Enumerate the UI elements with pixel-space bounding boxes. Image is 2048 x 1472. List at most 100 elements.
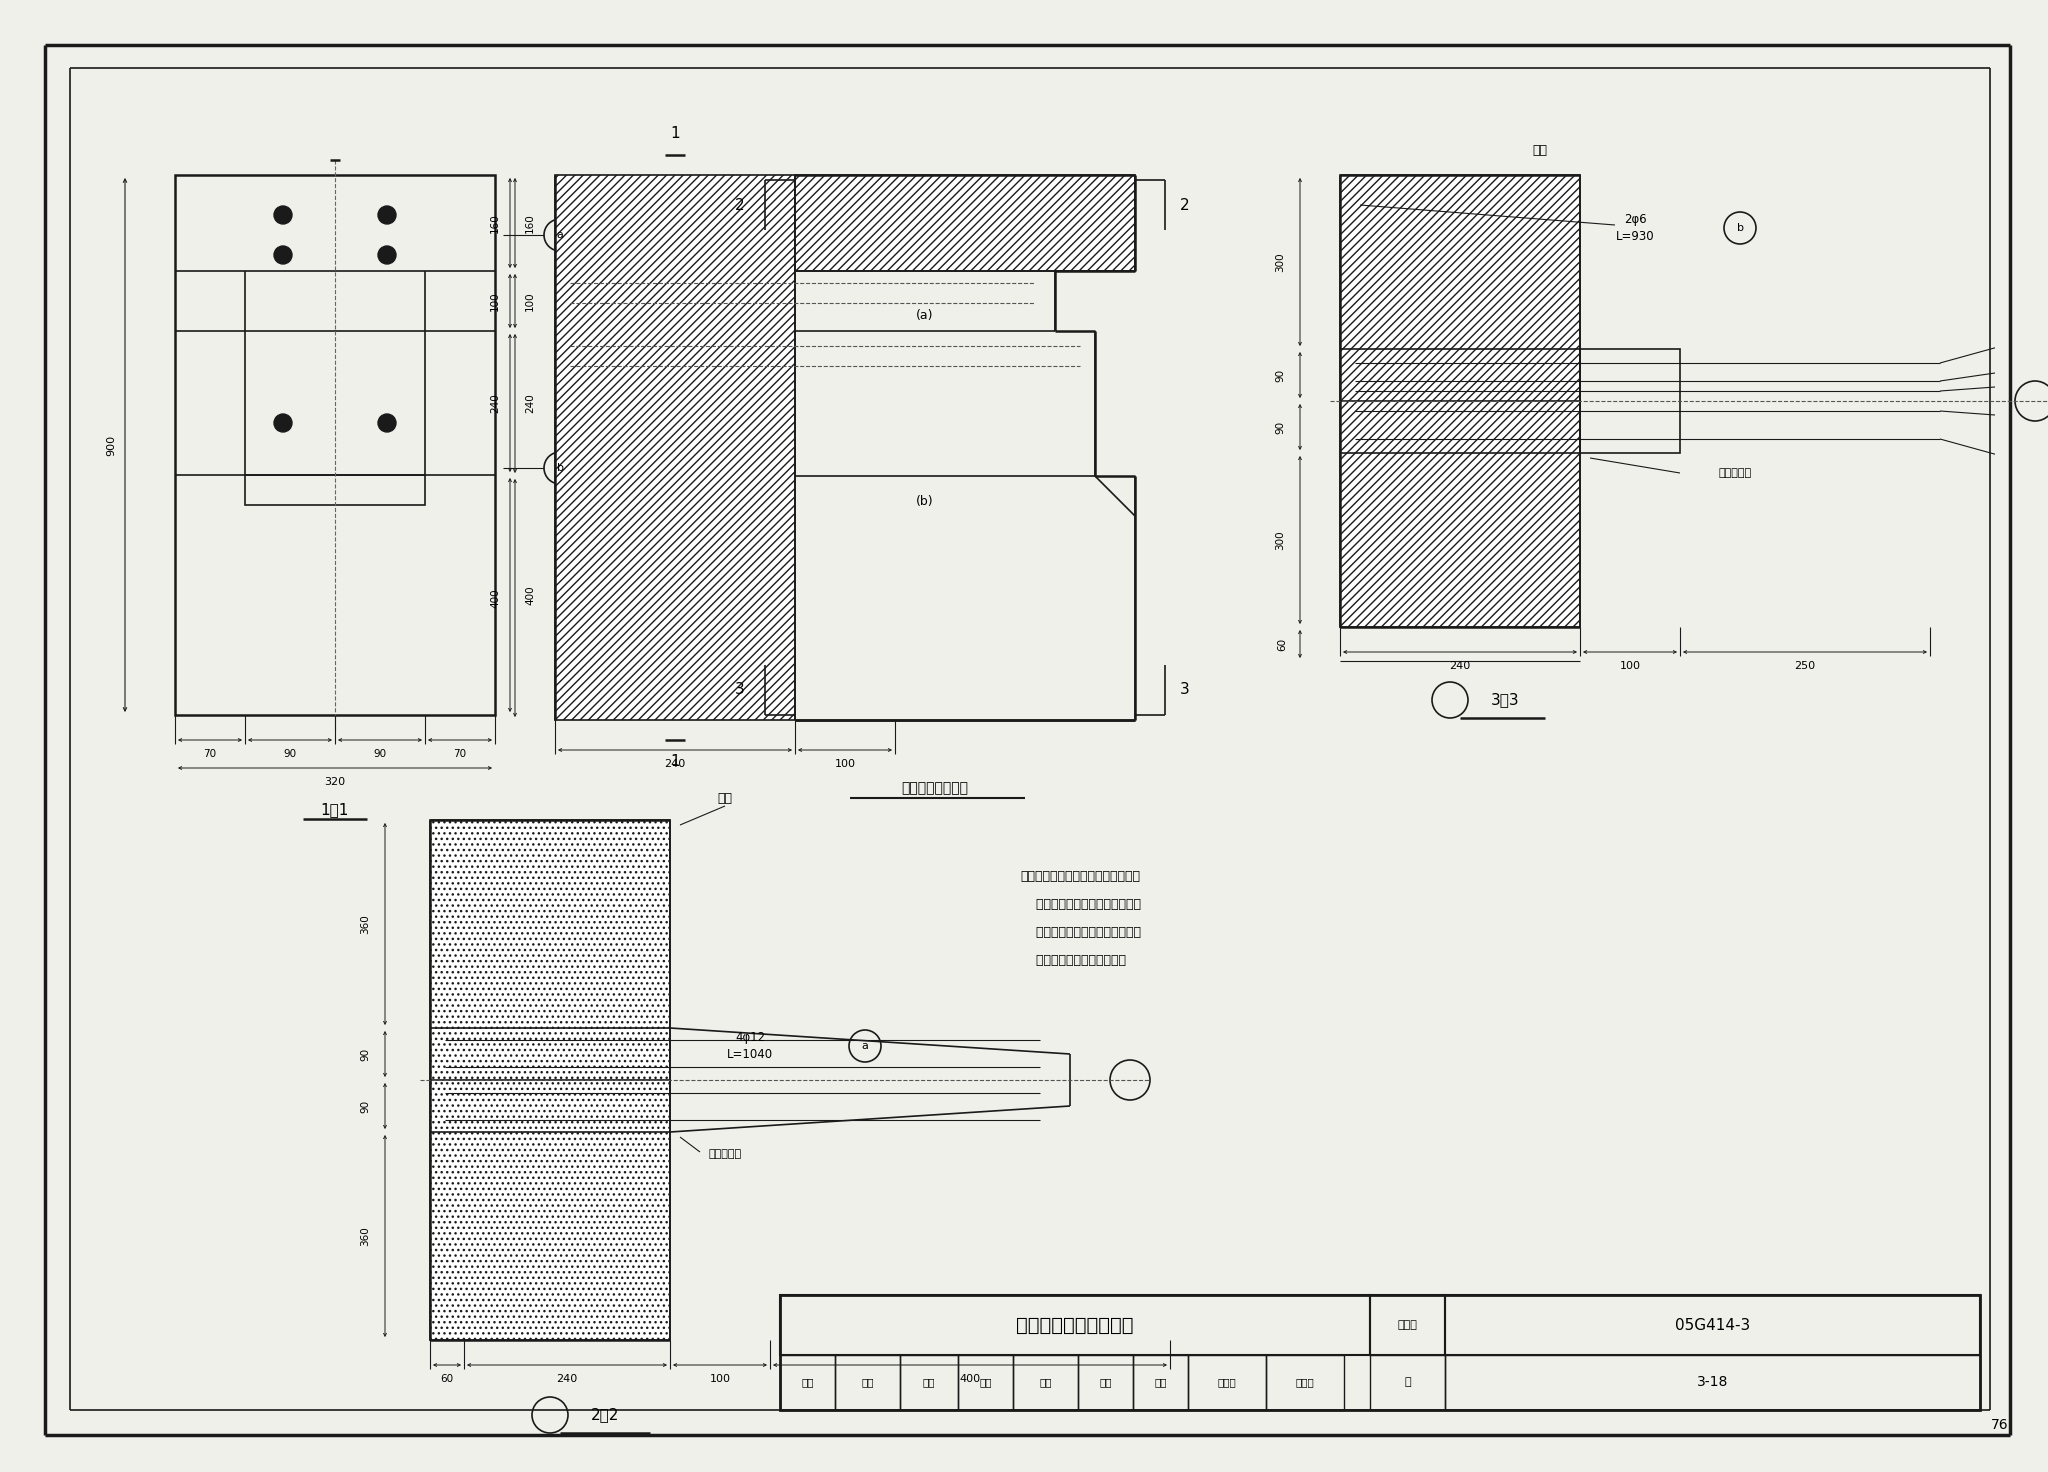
Text: 360: 360 [360, 914, 371, 933]
Bar [1370, 1356, 1446, 1410]
Bar [1579, 349, 1679, 453]
Circle shape [379, 246, 395, 263]
Bar [780, 1295, 1370, 1356]
Bar [899, 1356, 958, 1410]
Text: 砖墙: 砖墙 [1532, 143, 1548, 156]
Text: 70: 70 [453, 749, 467, 760]
Text: a: a [862, 1041, 868, 1051]
Text: 2－2: 2－2 [590, 1407, 618, 1422]
Text: 者应按具体情况进行修改。: 者应按具体情况进行修改。 [1020, 954, 1126, 967]
Text: 校对: 校对 [979, 1378, 991, 1388]
Bar [1339, 175, 1579, 627]
Text: 240: 240 [1450, 661, 1470, 671]
Text: 混凝土填实: 混凝土填实 [1718, 468, 1751, 478]
Text: 3: 3 [1180, 683, 1190, 698]
Bar [1446, 1295, 1980, 1356]
Text: 60: 60 [440, 1373, 453, 1384]
Text: 2: 2 [735, 197, 745, 212]
Text: 240: 240 [557, 1373, 578, 1384]
Text: 1: 1 [670, 125, 680, 140]
Text: 2: 2 [1180, 197, 1190, 212]
Text: 400: 400 [958, 1373, 981, 1384]
Text: 360: 360 [360, 1226, 371, 1245]
Text: 300: 300 [1276, 530, 1284, 551]
Text: 100: 100 [524, 291, 535, 311]
Text: b: b [1737, 222, 1743, 233]
Text: 3-18: 3-18 [1698, 1375, 1729, 1390]
Text: 90: 90 [360, 1048, 371, 1060]
Text: 冯波: 冯波 [924, 1378, 936, 1388]
Text: 900: 900 [106, 434, 117, 455]
Text: 本工: 本工 [1100, 1378, 1112, 1388]
Text: 90: 90 [1276, 368, 1284, 381]
Bar [1188, 1356, 1266, 1410]
Bar [958, 1356, 1014, 1410]
Text: 240: 240 [664, 760, 686, 768]
Text: 孟少平: 孟少平 [1219, 1378, 1237, 1388]
Text: a: a [557, 230, 563, 240]
Text: 70: 70 [203, 749, 217, 760]
Text: (b): (b) [915, 495, 934, 508]
Text: 90: 90 [283, 749, 297, 760]
Text: 100: 100 [489, 291, 500, 311]
Text: 90: 90 [360, 1100, 371, 1113]
Text: 审核: 审核 [801, 1378, 813, 1388]
Text: 吴景: 吴景 [1038, 1378, 1053, 1388]
Text: 1: 1 [670, 755, 680, 770]
Text: b: b [557, 464, 563, 473]
Text: 4φ12: 4φ12 [735, 1032, 766, 1045]
Text: 混凝土填实: 混凝土填实 [709, 1150, 741, 1158]
Circle shape [274, 414, 293, 431]
Circle shape [379, 206, 395, 224]
Text: 160: 160 [489, 213, 500, 233]
Bar [780, 1356, 836, 1410]
Text: 250: 250 [1794, 661, 1817, 671]
Text: 90: 90 [373, 749, 387, 760]
Bar [780, 1295, 1980, 1410]
Text: L=1040: L=1040 [727, 1048, 772, 1061]
Bar [1133, 1356, 1188, 1410]
Text: 100: 100 [834, 760, 856, 768]
Text: 3: 3 [735, 683, 745, 698]
Bar [174, 175, 496, 715]
Text: 磁健: 磁健 [862, 1378, 874, 1388]
Text: 3－3: 3－3 [1491, 692, 1520, 708]
Text: 页: 页 [1405, 1378, 1411, 1388]
Text: 400: 400 [489, 589, 500, 608]
Text: 图集号: 图集号 [1397, 1320, 1417, 1331]
Bar [795, 175, 1135, 271]
Text: 100: 100 [1620, 661, 1640, 671]
Text: 梁端预埋锚固钢筋: 梁端预埋锚固钢筋 [901, 782, 969, 795]
Text: 300: 300 [1276, 252, 1284, 272]
Text: 60: 60 [1278, 637, 1286, 651]
Circle shape [274, 206, 293, 224]
Text: 围梁: 围梁 [717, 792, 733, 805]
Bar [1370, 1295, 1446, 1356]
Text: 400: 400 [524, 586, 535, 605]
Text: 鱼少平: 鱼少平 [1296, 1378, 1315, 1388]
Bar [246, 475, 426, 505]
Bar [430, 820, 670, 1340]
Text: 2φ6: 2φ6 [1624, 213, 1647, 227]
Circle shape [274, 246, 293, 263]
Bar [1266, 1356, 1343, 1410]
Text: 1－1: 1－1 [322, 802, 350, 817]
Bar [1077, 1356, 1133, 1410]
Text: 梁端预埋抗震锚固钢筋: 梁端预埋抗震锚固钢筋 [1016, 1316, 1135, 1335]
Text: 90: 90 [1276, 421, 1284, 434]
Text: 设计: 设计 [1155, 1378, 1167, 1388]
Text: (a): (a) [915, 309, 934, 322]
Text: 76: 76 [1991, 1418, 2009, 1432]
Bar [1014, 1356, 1077, 1410]
Circle shape [379, 414, 395, 431]
Text: 05G414-3: 05G414-3 [1675, 1317, 1751, 1332]
Text: 240: 240 [524, 393, 535, 412]
Bar [555, 175, 795, 720]
Bar [1446, 1356, 1980, 1410]
Text: 100: 100 [709, 1373, 731, 1384]
Text: L=930: L=930 [1616, 231, 1655, 243]
Bar [836, 1356, 899, 1410]
Text: 160: 160 [524, 213, 535, 233]
Text: 注：抗震设防区，梁端需按本图设置: 注：抗震设防区，梁端需按本图设置 [1020, 870, 1141, 883]
Text: 240: 240 [489, 393, 500, 414]
